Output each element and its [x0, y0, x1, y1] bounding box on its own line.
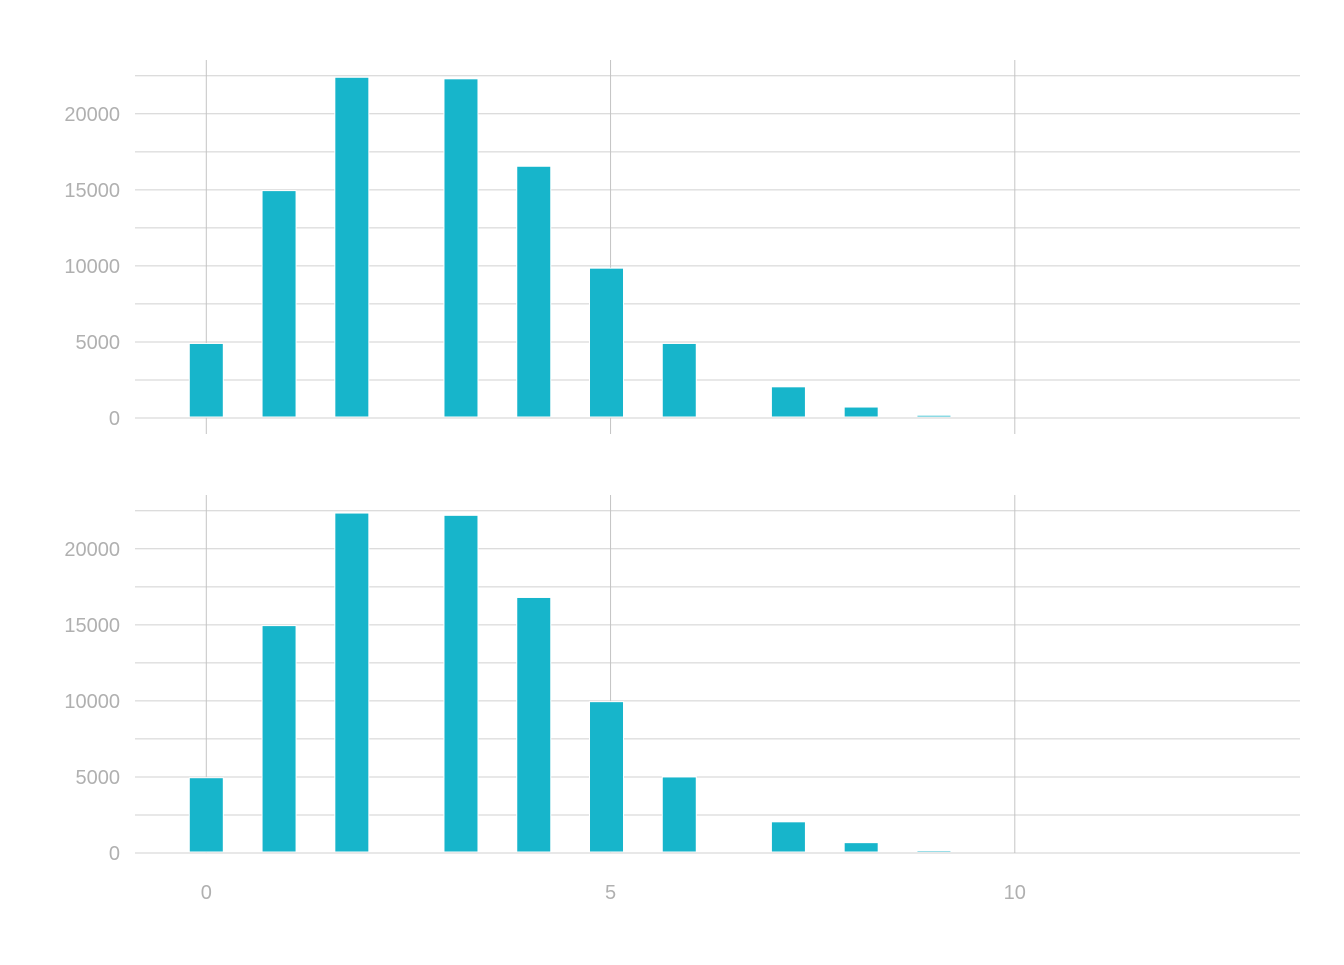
- y-tick-label: 15000: [64, 180, 120, 202]
- histogram-bar: [261, 625, 297, 853]
- x-tick-label: 10: [1004, 882, 1026, 904]
- histogram-bar: [916, 850, 952, 853]
- histogram-bar: [589, 701, 625, 853]
- histogram-bar: [334, 76, 370, 418]
- y-tick-label: 15000: [64, 615, 120, 637]
- x-tick-label: 5: [605, 882, 616, 904]
- histogram-bar: [188, 777, 224, 853]
- histogram-bar: [261, 190, 297, 418]
- y-tick-label: 0: [109, 843, 120, 865]
- histogram-bar: [516, 165, 552, 418]
- histogram-bar: [188, 342, 224, 418]
- histogram-bar: [661, 342, 697, 418]
- y-tick-label: 5000: [76, 332, 121, 354]
- histogram-bar: [843, 406, 879, 418]
- histogram-bar: [334, 512, 370, 853]
- y-tick-label: 20000: [64, 539, 120, 561]
- histogram-bar: [770, 821, 806, 853]
- histogram-bar: [443, 78, 479, 418]
- y-tick-label: 5000: [76, 767, 121, 789]
- y-tick-label: 10000: [64, 691, 120, 713]
- x-tick-label: 0: [201, 882, 212, 904]
- y-tick-label: 0: [109, 408, 120, 430]
- histogram-bar: [916, 414, 952, 418]
- histogram-bar: [843, 842, 879, 853]
- y-tick-label: 10000: [64, 256, 120, 278]
- chart-panel-2: 0 5000 10000 15000 20000 0 5 10: [64, 495, 1300, 904]
- y-tick-label: 20000: [64, 104, 120, 126]
- chart-panel-1: 0 5000 10000 15000 20000: [64, 60, 1300, 434]
- histogram-bar: [661, 776, 697, 853]
- histogram-bar: [443, 514, 479, 853]
- histogram-bar: [589, 267, 625, 418]
- histogram-bar: [516, 596, 552, 853]
- histogram-bar: [770, 386, 806, 418]
